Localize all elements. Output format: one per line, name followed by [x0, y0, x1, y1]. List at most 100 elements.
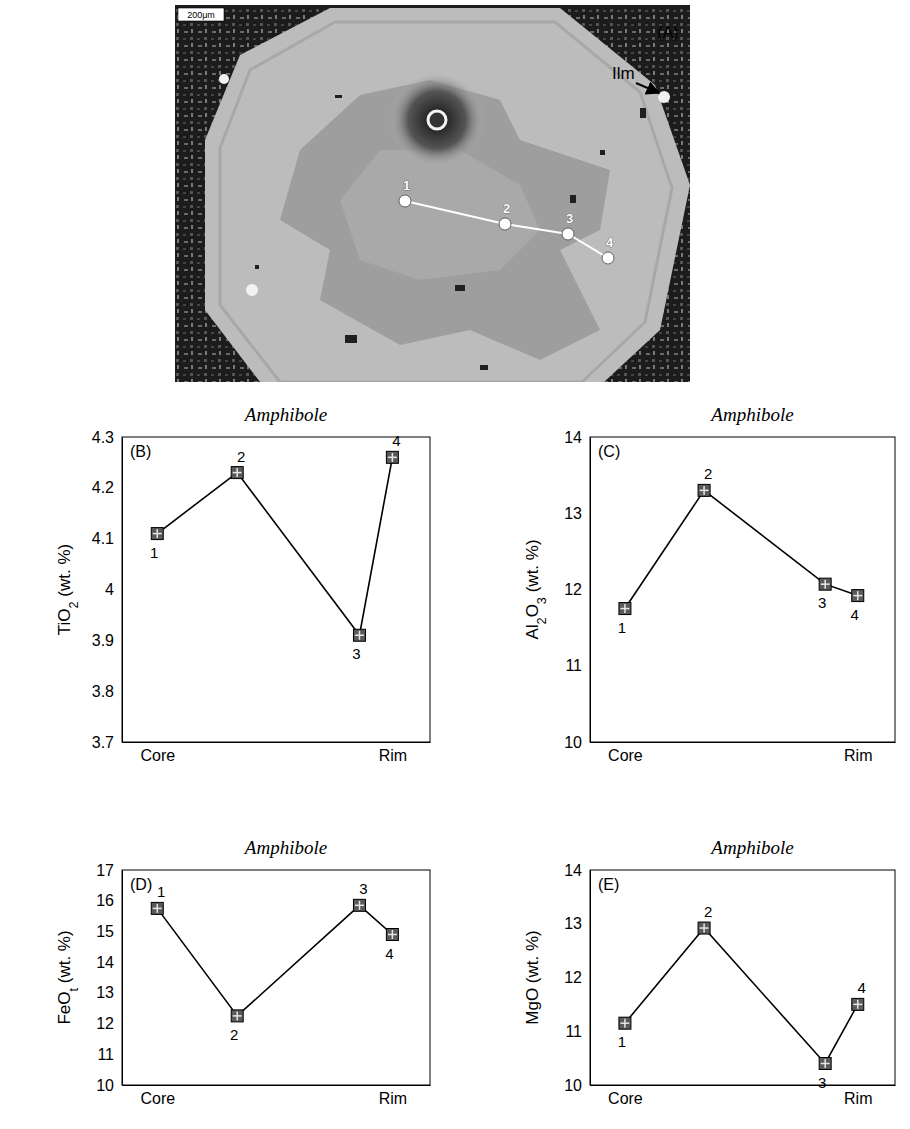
traverse-point [399, 195, 411, 207]
scale-bar-box [178, 8, 224, 21]
text-part: MgO (wt. %) [523, 930, 542, 1024]
x-tick: Rim [379, 742, 407, 764]
traverse-point [562, 228, 574, 240]
marker-cross [359, 631, 361, 640]
text-part: (wt. %) [523, 539, 542, 597]
chart-title: Amphibole [243, 837, 327, 858]
bright-grain [246, 284, 258, 296]
marker-body [231, 1010, 243, 1022]
inclusion [345, 335, 357, 343]
text-part: FeO [55, 992, 74, 1025]
data-layer [619, 922, 864, 1069]
data-point [698, 922, 710, 934]
point-label: 3 [359, 880, 367, 897]
data-point [698, 484, 710, 496]
data-layer [619, 484, 864, 614]
y-tick-label: 13 [564, 505, 582, 522]
x-tick-label: Rim [379, 1090, 407, 1107]
y-tick: 15 [96, 923, 122, 940]
marker-cross [236, 468, 238, 477]
panel-letter: (C) [598, 443, 620, 460]
chart-panel: 1011121314CoreRimAmphiboleAl2O3 (wt. %)(… [523, 404, 896, 764]
y-tick-label: 10 [564, 734, 582, 751]
dark-zone [280, 80, 610, 360]
y-tick: 13 [96, 984, 122, 1001]
marker-cross [824, 1059, 826, 1068]
y-tick-label: 13 [564, 915, 582, 932]
point-label: 1 [157, 883, 165, 900]
point-label: 2 [704, 465, 712, 482]
y-tick: 3.9 [92, 632, 122, 649]
marker-cross [624, 604, 626, 613]
data-point [353, 629, 365, 641]
marker-body [151, 902, 163, 914]
y-tick: 16 [96, 892, 122, 909]
x-tick-label: Rim [379, 747, 407, 764]
marker-body [231, 467, 243, 479]
point-label: 4 [392, 432, 400, 449]
x-axis: Core Rim [123, 742, 431, 764]
marker-body [353, 899, 365, 911]
point-label: 3 [818, 1074, 826, 1091]
y-tick-label: 12 [564, 581, 582, 598]
x-tick-label: Core [140, 747, 175, 764]
y-tick-label: 3.8 [92, 683, 114, 700]
y-tick-label: 15 [96, 923, 114, 940]
point-label: 4 [851, 606, 859, 623]
y-tick: 10 [564, 1077, 590, 1094]
x-axis: Core Rim [591, 1085, 896, 1107]
image-panel [175, 5, 690, 382]
y-axis: 3.73.83.944.14.24.3 [92, 429, 123, 751]
marker-body [353, 629, 365, 641]
y-axis-line [590, 871, 591, 1086]
inclusion [600, 150, 605, 155]
y-tick: 13 [564, 915, 590, 932]
scale-bar-label: 200μm [187, 10, 215, 20]
point-label: 4 [385, 945, 393, 962]
marker-body [386, 451, 398, 463]
marker-cross [703, 924, 705, 933]
marker-cross [157, 529, 159, 538]
marker-cross [392, 453, 394, 462]
panel-letter: (B) [130, 443, 151, 460]
marker-cross [157, 904, 159, 913]
x-axis: CoreRim [123, 1085, 431, 1107]
point-label: 2 [230, 1026, 238, 1043]
crystal-rim-zone [220, 22, 672, 382]
marker-body [819, 1058, 831, 1070]
y-tick: 14 [564, 429, 590, 446]
y-tick: 14 [564, 862, 590, 879]
y-axis-line [122, 871, 123, 1086]
y-tick-label: 17 [96, 862, 114, 879]
marker-cross [624, 1019, 626, 1028]
data-point [852, 590, 864, 602]
y-tick-label: 16 [96, 892, 114, 909]
subscript: 2 [66, 601, 81, 608]
y-tick: 12 [564, 969, 590, 986]
data-point [353, 899, 365, 911]
x-axis-line [123, 742, 431, 743]
x-tick: Rim [844, 1085, 872, 1107]
chart-panel: 1011121314CoreRimAmphiboleMgO (wt. %)(E)… [523, 837, 896, 1107]
marker-cross [703, 486, 705, 495]
y-tick: 4.3 [92, 429, 122, 446]
y-tick: 3.7 [92, 734, 122, 751]
y-tick-label: 4.3 [92, 429, 114, 446]
y-axis-title: FeOt (wt. %) [55, 930, 81, 1024]
marker-cross [359, 901, 361, 910]
x-tick-label: Core [608, 1090, 643, 1107]
x-axis-line [591, 1085, 896, 1086]
data-point [619, 603, 631, 615]
y-tick-label: 10 [564, 1077, 582, 1094]
y-tick-label: 12 [564, 969, 582, 986]
marker-cross [857, 591, 859, 600]
marker-body [151, 528, 163, 540]
y-axis: 1011121314 [564, 862, 590, 1094]
y-tick: 12 [564, 581, 590, 598]
inner-zone [340, 150, 540, 280]
x-tick: Core [608, 742, 643, 764]
x-tick-label: Rim [844, 747, 872, 764]
y-tick: 4.1 [92, 530, 122, 547]
y-tick-label: 14 [96, 954, 114, 971]
traverse [405, 201, 608, 258]
